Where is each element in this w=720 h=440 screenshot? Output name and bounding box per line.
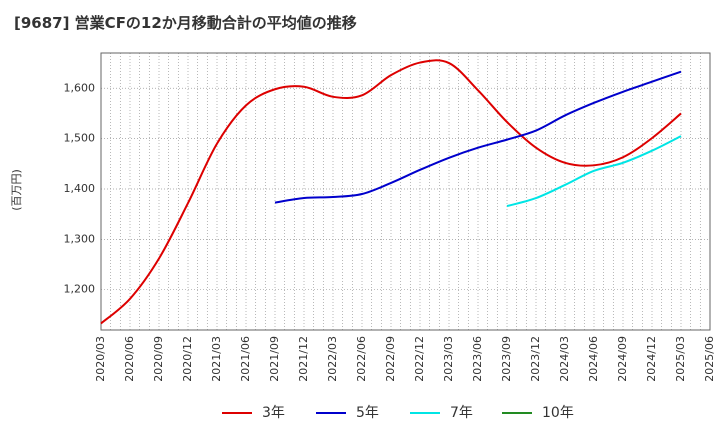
x-tick-label: 2021/06 xyxy=(239,336,252,382)
x-tick-label: 2021/03 xyxy=(210,336,223,382)
grid-layer xyxy=(101,53,710,330)
x-tick-label: 2023/09 xyxy=(500,336,513,382)
series-line-5年 xyxy=(274,70,682,204)
x-tick-label: 2024/12 xyxy=(645,336,658,382)
y-tick-label: 1,200 xyxy=(64,283,96,296)
series-line-3年 xyxy=(100,59,682,325)
y-tick-label: 1,300 xyxy=(64,232,96,245)
x-tick-label: 2023/12 xyxy=(529,336,542,382)
x-tick-label: 2025/03 xyxy=(674,336,687,382)
y-axis-tick-labels: 1,200 1,300 1,400 1,500 1,600 xyxy=(64,81,96,295)
x-tick-label: 2020/03 xyxy=(94,336,107,382)
y-tick-label: 1,500 xyxy=(64,132,96,145)
plot-frame xyxy=(100,52,711,331)
x-tick-label: 2020/06 xyxy=(123,336,136,382)
x-tick-label: 2022/12 xyxy=(413,336,426,382)
x-tick-label: 2022/09 xyxy=(384,336,397,382)
x-tick-label: 2024/06 xyxy=(587,336,600,382)
x-tick-label: 2023/06 xyxy=(471,336,484,382)
legend-label-3年: 3年 xyxy=(262,405,285,421)
x-tick-label: 2022/03 xyxy=(326,336,339,382)
legend-label-10年: 10年 xyxy=(542,405,574,421)
y-axis-label: (百万円) xyxy=(10,169,23,211)
x-axis-tick-labels: 2020/03 2020/06 2020/09 2020/12 2021/03 2021/… xyxy=(94,336,716,382)
legend: 3年 5年 7年 10年 xyxy=(222,405,574,421)
series-line-7年 xyxy=(506,135,682,208)
x-tick-label: 2020/09 xyxy=(152,336,165,382)
series-layer xyxy=(100,59,682,325)
legend-label-7年: 7年 xyxy=(450,405,473,421)
x-tick-label: 2021/12 xyxy=(297,336,310,382)
x-tick-label: 2025/06 xyxy=(703,336,716,382)
x-tick-label: 2020/12 xyxy=(181,336,194,382)
x-tick-label: 2021/09 xyxy=(268,336,281,382)
x-tick-label: 2024/03 xyxy=(558,336,571,382)
x-tick-label: 2023/03 xyxy=(442,336,455,382)
chart-title: [9687] 営業CFの12か月移動合計の平均値の推移 xyxy=(14,14,357,32)
x-tick-label: 2024/09 xyxy=(616,336,629,382)
legend-label-5年: 5年 xyxy=(356,405,379,421)
y-tick-label: 1,600 xyxy=(64,81,96,94)
x-tick-label: 2022/06 xyxy=(355,336,368,382)
y-tick-label: 1,400 xyxy=(64,182,96,195)
